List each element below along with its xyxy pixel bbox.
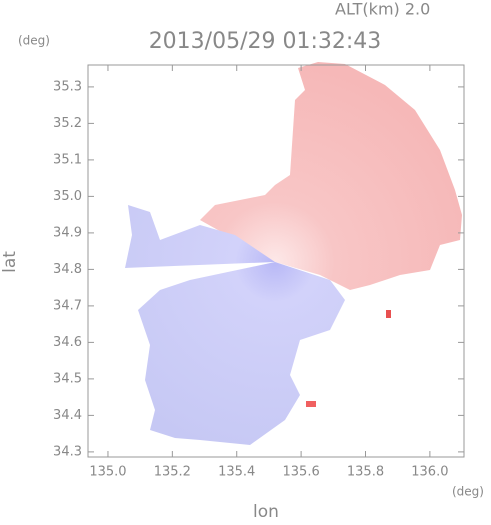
x-tick-label: 135.4	[218, 465, 255, 480]
y-tick-label: 34.5	[53, 371, 82, 386]
plot-frame	[87, 64, 465, 458]
y-tick-label: 35.3	[53, 79, 82, 94]
x-tick-label: 135.8	[347, 465, 384, 480]
x-unit: (deg)	[452, 485, 484, 499]
y-tick-label: 35.0	[53, 189, 82, 204]
y-axis-label: lat	[0, 251, 20, 273]
x-tick-label: 136.0	[411, 465, 448, 480]
y-tick-label: 34.9	[53, 225, 82, 240]
y-tick-label: 35.1	[53, 152, 82, 167]
y-tick-label: 35.2	[53, 116, 82, 131]
x-tick-label: 135.2	[154, 465, 191, 480]
y-tick-label: 34.7	[53, 298, 82, 313]
x-tick-label: 135.0	[89, 465, 126, 480]
positive-echo	[200, 62, 462, 290]
y-unit: (deg)	[18, 34, 50, 48]
negative-echo	[125, 205, 345, 445]
y-tick-label: 34.4	[53, 408, 82, 423]
y-tick-label: 34.8	[53, 262, 82, 277]
x-tick-label: 135.6	[283, 465, 320, 480]
x-axis-label: lon	[253, 502, 279, 521]
echo-speck	[306, 401, 316, 407]
radar-field	[125, 62, 462, 445]
subtitle: ALT(km) 2.0	[335, 0, 430, 19]
echo-speck	[386, 310, 391, 318]
y-tick-label: 34.3	[53, 444, 82, 459]
chart-title: 2013/05/29 01:32:43	[149, 29, 382, 54]
y-tick-label: 34.6	[53, 335, 82, 350]
